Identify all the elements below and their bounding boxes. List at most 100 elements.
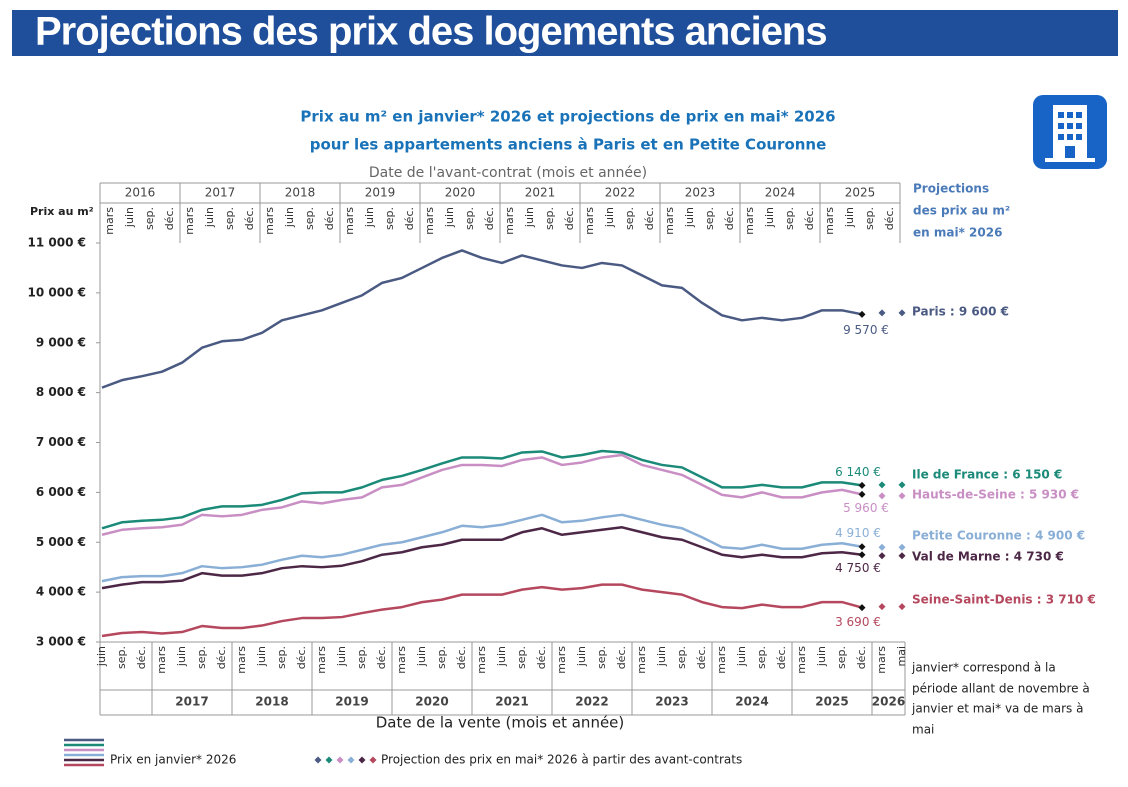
series-label: Hauts-de-Seine : 5 930 €	[912, 488, 1079, 502]
x-tick-label: juin	[815, 646, 828, 667]
x-tick-label: déc.	[135, 646, 148, 669]
x-tick-label: sep.	[195, 646, 208, 669]
x-tick-label: mars	[235, 646, 248, 674]
last-point	[858, 490, 866, 498]
chart-title: pour les appartements anciens à Paris et…	[310, 136, 827, 154]
last-point	[858, 481, 866, 489]
x-tick-label: sep.	[355, 646, 368, 669]
projection-point	[898, 552, 906, 560]
x-tick-label: mars	[795, 646, 808, 674]
x-tick-label: sep.	[595, 646, 608, 669]
top-month-label: déc.	[723, 207, 736, 230]
top-month-label: sep.	[143, 207, 156, 230]
top-month-label: juin	[363, 207, 376, 228]
series-end-label: 3 690 €	[835, 615, 881, 629]
projection-title: en mai* 2026	[913, 226, 1002, 240]
legend-diamond-swatch	[325, 756, 333, 764]
last-point	[858, 310, 866, 318]
x-tick-label: déc.	[855, 646, 868, 669]
top-month-label: juin	[443, 207, 456, 228]
x-tick-label: déc.	[695, 646, 708, 669]
y-axis-label: Prix au m²	[30, 205, 94, 218]
projection-point	[898, 543, 906, 551]
bottom-year-label: 2023	[655, 695, 688, 709]
top-month-label: juin	[123, 207, 136, 228]
series-label: Paris : 9 600 €	[912, 305, 1009, 319]
series-end-label: 5 960 €	[843, 501, 889, 515]
series-end-label: 6 140 €	[835, 465, 881, 479]
top-year-label: 2023	[685, 186, 716, 200]
x-tick-label: juin	[735, 646, 748, 667]
y-tick-label: 3 000 €	[36, 635, 86, 649]
x-tick-label: juin	[255, 646, 268, 667]
projection-point	[878, 552, 886, 560]
note: mai	[912, 723, 934, 737]
bottom-year-label: 2021	[495, 695, 528, 709]
banner-gap	[12, 56, 1118, 60]
legend-diamond-swatch	[347, 756, 355, 764]
top-month-label: juin	[763, 207, 776, 228]
x-tick-label: sep.	[115, 646, 128, 669]
top-month-label: mars	[103, 207, 116, 235]
top-year-label: 2018	[285, 186, 316, 200]
projection-point	[878, 309, 886, 317]
legend-diamond-swatch	[314, 756, 322, 764]
x-tick-label: mars	[555, 646, 568, 674]
y-tick-label: 6 000 €	[36, 485, 86, 499]
y-tick-label: 10 000 €	[28, 285, 86, 299]
top-month-label: juin	[283, 207, 296, 228]
y-tick-label: 7 000 €	[36, 435, 86, 449]
banner-title: Projections des prix des logements ancie…	[35, 10, 827, 54]
x-tick-label: mai	[895, 646, 908, 667]
y-tick-label: 8 000 €	[36, 385, 86, 399]
x-tick-label: juin	[95, 646, 108, 667]
top-month-label: sep.	[703, 207, 716, 230]
last-point	[858, 543, 866, 551]
top-month-label: déc.	[323, 207, 336, 230]
projection-point	[898, 309, 906, 317]
top-month-label: déc.	[803, 207, 816, 230]
bottom-year-label: 2026	[872, 695, 905, 709]
series-line	[101, 583, 863, 638]
top-month-label: déc.	[563, 207, 576, 230]
x-tick-label: juin	[575, 646, 588, 667]
top-axis-title: Date de l'avant-contrat (mois et année)	[369, 165, 647, 181]
last-point	[858, 551, 866, 559]
series-line	[101, 513, 863, 583]
top-month-label: déc.	[163, 207, 176, 230]
series-end-label: 4 910 €	[835, 526, 881, 540]
legend-diamond-swatch	[358, 756, 366, 764]
top-month-label: déc.	[243, 207, 256, 230]
top-month-label: juin	[203, 207, 216, 228]
legend-label: Prix en janvier* 2026	[110, 753, 236, 767]
x-tick-label: juin	[655, 646, 668, 667]
x-tick-label: déc.	[455, 646, 468, 669]
top-month-label: juin	[683, 207, 696, 228]
top-month-label: sep.	[623, 207, 636, 230]
x-tick-label: mars	[715, 646, 728, 674]
top-month-label: mars	[183, 207, 196, 235]
projection-title: Projections	[913, 182, 989, 196]
x-tick-label: sep.	[755, 646, 768, 669]
x-tick-label: juin	[335, 646, 348, 667]
x-tick-label: déc.	[615, 646, 628, 669]
top-month-label: mars	[663, 207, 676, 235]
x-axis-label: Date de la vente (mois et année)	[376, 714, 625, 732]
x-tick-label: déc.	[295, 646, 308, 669]
bottom-year-label: 2019	[335, 695, 368, 709]
top-month-label: sep.	[223, 207, 236, 230]
top-year-label: 2024	[765, 186, 796, 200]
top-year-label: 2017	[205, 186, 236, 200]
series-end-label: 4 750 €	[835, 561, 881, 575]
y-tick-label: 9 000 €	[36, 335, 86, 349]
x-tick-label: mars	[875, 646, 888, 674]
top-year-label: 2021	[525, 186, 556, 200]
x-tick-label: sep.	[675, 646, 688, 669]
series-label: Seine-Saint-Denis : 3 710 €	[912, 593, 1096, 607]
projection-point	[878, 492, 886, 500]
projection-point	[878, 481, 886, 489]
top-month-label: mars	[743, 207, 756, 235]
note: janvier et mai* va de mars à	[911, 702, 1083, 716]
projection-point	[898, 603, 906, 611]
